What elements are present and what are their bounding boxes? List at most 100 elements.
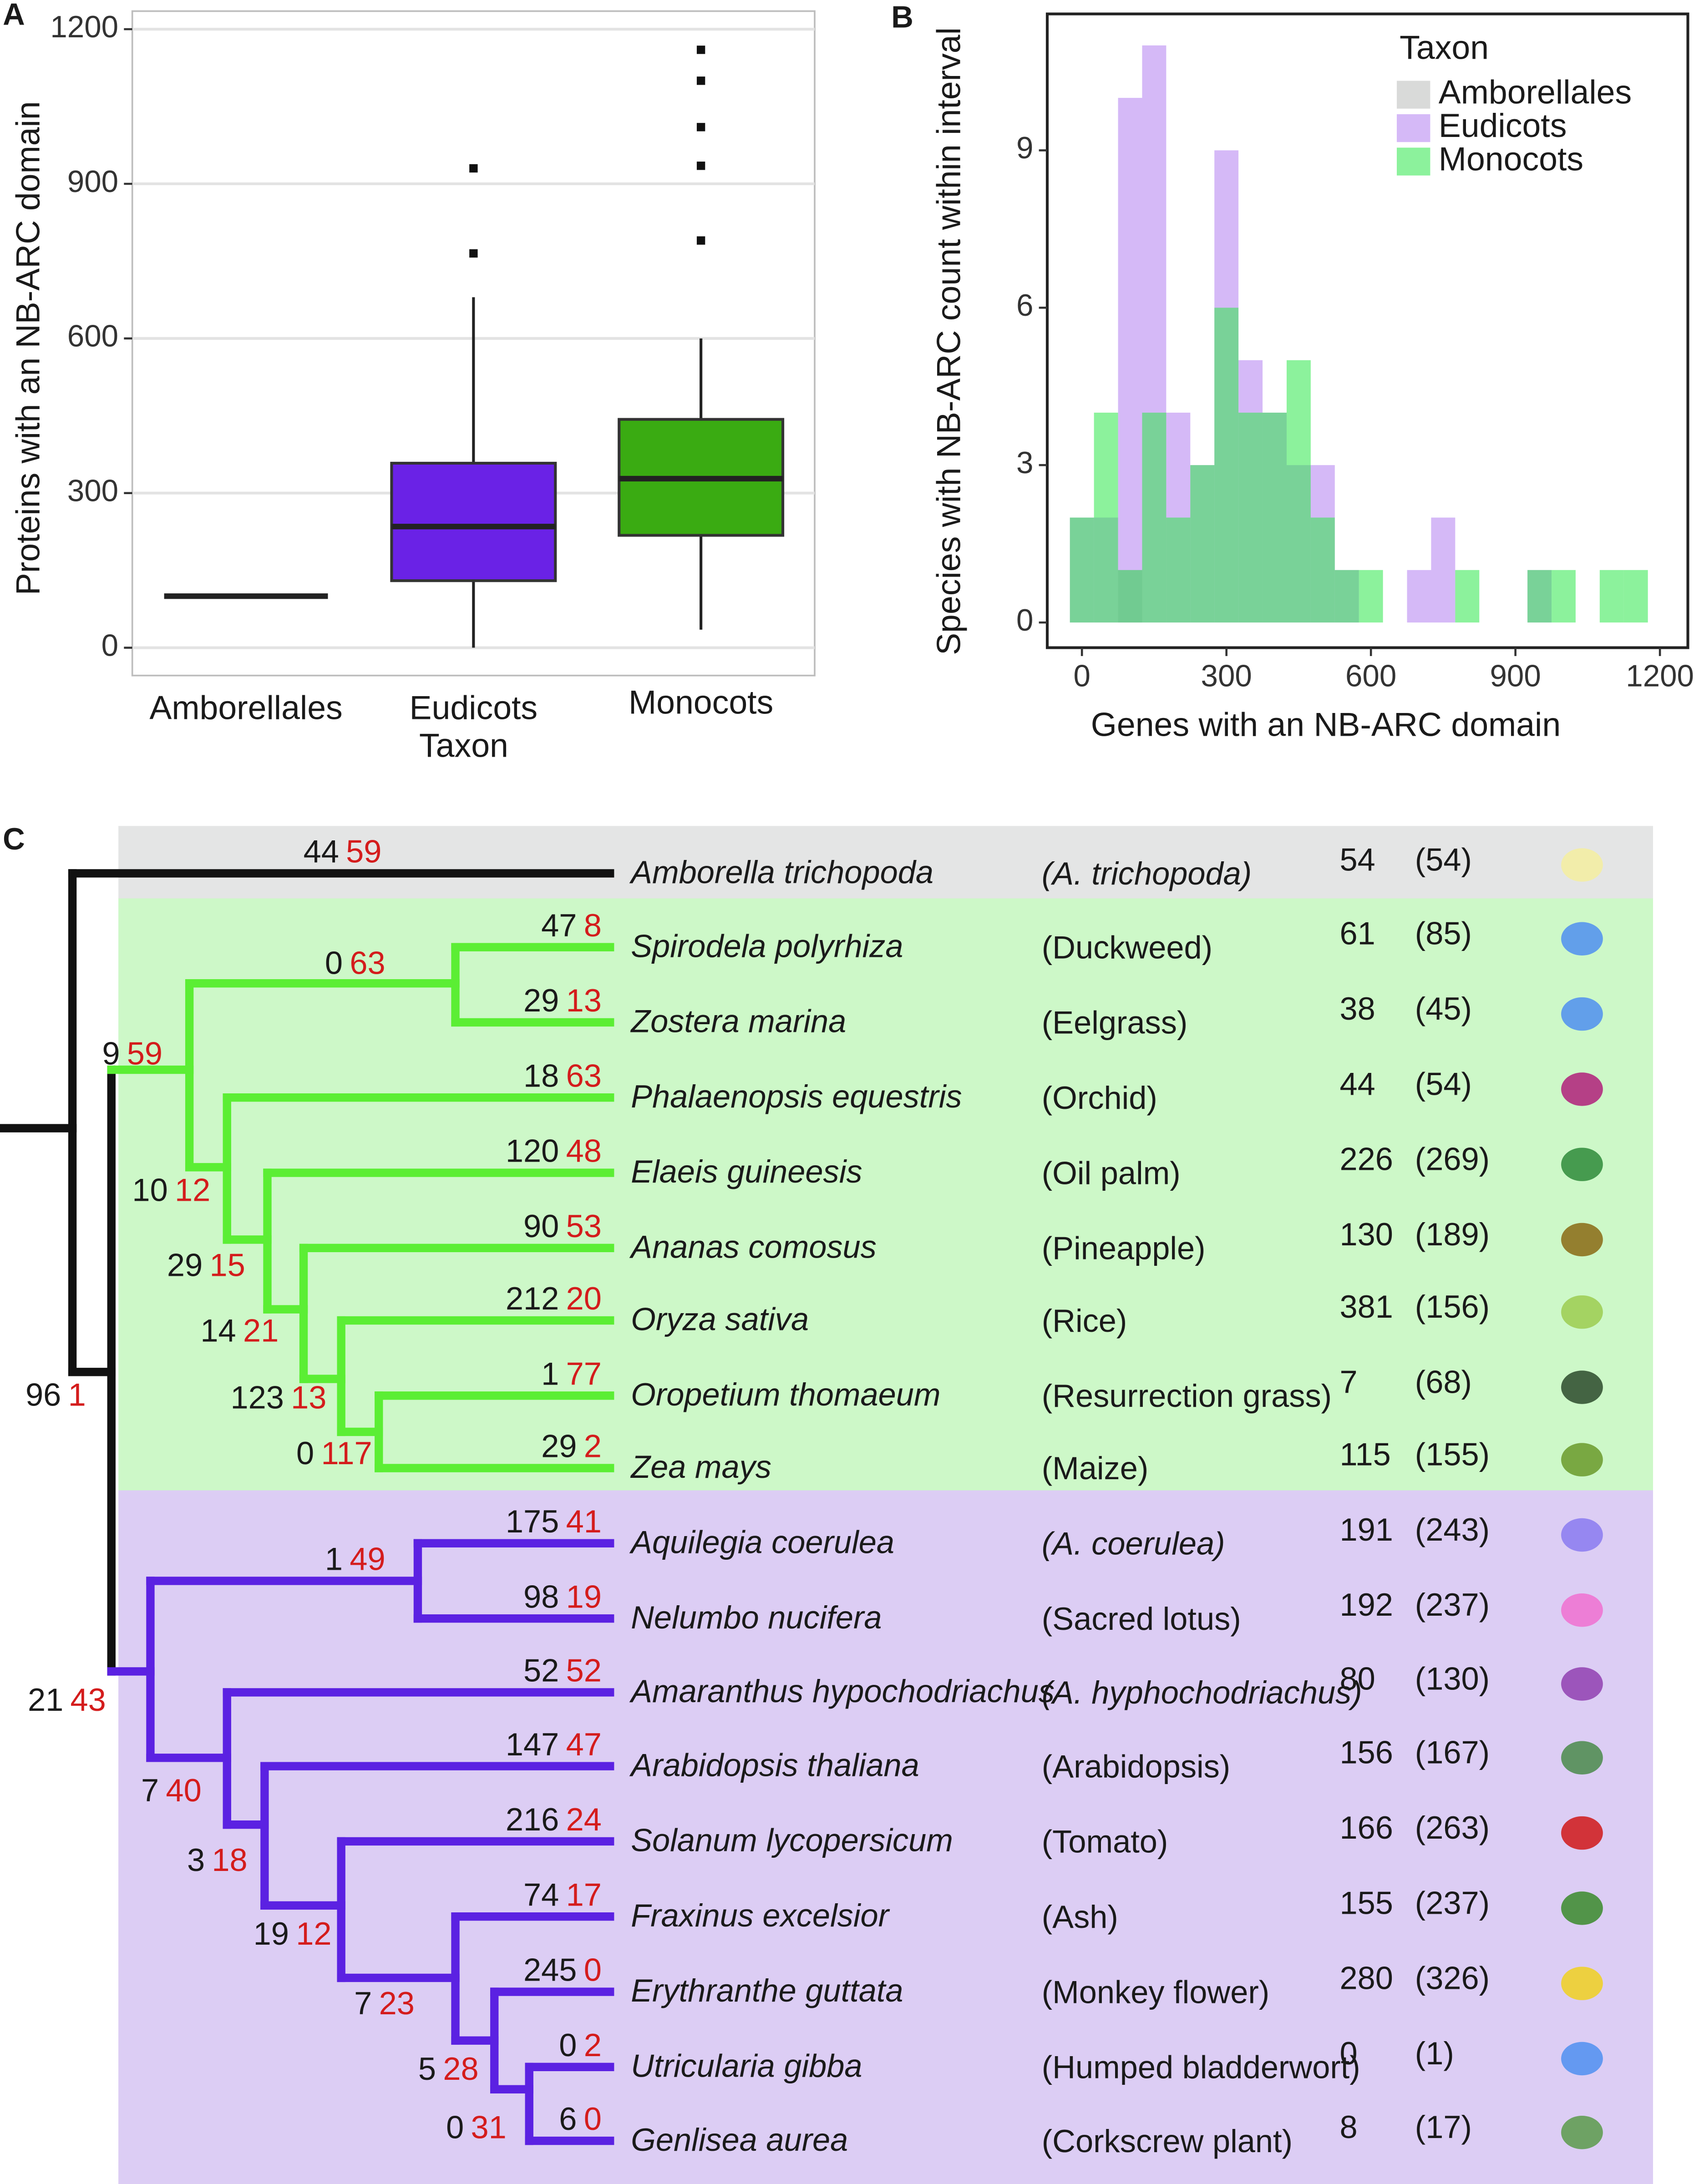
- gain-loss-label: 21 43: [28, 1681, 106, 1717]
- histogram-bar: [1310, 517, 1335, 623]
- loss: 59: [346, 833, 381, 869]
- outlier: [469, 249, 478, 258]
- panel-label: A: [3, 0, 25, 32]
- histogram-bar: [1552, 570, 1576, 623]
- y-axis-label: Proteins with an NB-ARC domain: [10, 101, 47, 595]
- gain: 29: [167, 1247, 203, 1283]
- species-icon: [1561, 2042, 1603, 2076]
- gain: 3: [187, 1841, 205, 1877]
- histogram-bar: [1286, 360, 1311, 623]
- gene-count-paren: (189): [1415, 1216, 1490, 1252]
- histogram-bar: [1070, 517, 1094, 623]
- gain-loss-label: 44 59: [304, 833, 382, 869]
- gain: 74: [523, 1876, 559, 1912]
- y-axis-label: Species with NB-ARC count within interva…: [930, 27, 967, 655]
- loss: 21: [243, 1312, 279, 1348]
- species-icon: [1561, 2116, 1603, 2149]
- loss: 0: [584, 2101, 602, 2137]
- gene-count-paren: (167): [1415, 1734, 1490, 1770]
- common-name: (A. trichopoda): [1042, 855, 1252, 891]
- common-name: (Eelgrass): [1042, 1005, 1188, 1041]
- gain-loss-label: 0 117: [296, 1435, 372, 1471]
- common-name: (Monkey flower): [1042, 1974, 1269, 2010]
- histogram-bar: [1455, 570, 1480, 623]
- x-axis-label: Taxon: [419, 727, 508, 764]
- gain-loss-label: 147 47: [506, 1726, 602, 1762]
- common-name: (Oil palm): [1042, 1155, 1181, 1191]
- histogram-bar: [1166, 517, 1191, 623]
- gain: 7: [141, 1772, 159, 1808]
- loss: 31: [471, 2109, 507, 2145]
- loss: 63: [350, 945, 385, 981]
- outlier: [696, 162, 705, 170]
- loss: 117: [321, 1435, 372, 1471]
- gain-loss-label: 14 21: [200, 1312, 279, 1348]
- species-name: Utricularia gibba: [631, 2048, 862, 2084]
- gain: 44: [304, 833, 339, 869]
- legend-swatch: [1397, 81, 1430, 109]
- loss: 53: [566, 1208, 602, 1244]
- gene-count-paren: (156): [1415, 1289, 1490, 1325]
- species-name: Spirodela polyrhiza: [631, 928, 903, 964]
- histogram-bar: [1623, 570, 1648, 623]
- legend-label: Amborellales: [1439, 74, 1632, 111]
- histogram-bar: [1599, 570, 1624, 623]
- species-icon: [1561, 997, 1603, 1031]
- gene-count-paren: (17): [1415, 2109, 1472, 2145]
- x-axis-label: Genes with an NB-ARC domain: [1091, 706, 1561, 743]
- gain: 98: [523, 1578, 559, 1614]
- gain-loss-label: 1 77: [541, 1355, 602, 1391]
- histogram-bar: [1359, 570, 1383, 623]
- plot-border: [1045, 12, 1689, 649]
- loss: 12: [175, 1172, 210, 1208]
- gain: 96: [25, 1376, 61, 1412]
- common-name: (A. coerulea): [1042, 1526, 1225, 1562]
- gain: 147: [506, 1726, 559, 1762]
- gene-count-paren: (263): [1415, 1810, 1490, 1845]
- gain: 1: [541, 1355, 559, 1391]
- gene-count: 191: [1340, 1512, 1393, 1547]
- clade-band: [118, 826, 1653, 899]
- gene-count-paren: (155): [1415, 1436, 1490, 1472]
- x-tick-label: 0: [1073, 659, 1090, 693]
- x-tick-label: Monocots: [629, 683, 773, 721]
- common-name: (Ash): [1042, 1899, 1118, 1935]
- panel-label: C: [3, 822, 25, 856]
- gene-count-paren: (45): [1415, 991, 1472, 1026]
- gene-count: 80: [1340, 1660, 1375, 1696]
- loss: 2: [584, 1428, 602, 1464]
- common-name: (Sacred lotus): [1042, 1601, 1241, 1637]
- gain: 6: [559, 2101, 577, 2137]
- histogram-bar: [1190, 465, 1215, 623]
- gain-loss-label: 47 8: [541, 907, 602, 943]
- gain-loss-label: 0 31: [446, 2109, 507, 2145]
- gain: 29: [523, 982, 559, 1018]
- gain-loss-label: 29 2: [541, 1428, 602, 1464]
- gain-loss-label: 175 41: [506, 1503, 602, 1539]
- species-icon: [1561, 1667, 1603, 1701]
- x-tick-label: 600: [1345, 659, 1396, 693]
- species-icon: [1561, 848, 1603, 882]
- species-name: Solanum lycopersicum: [631, 1822, 953, 1858]
- gene-count: 54: [1340, 841, 1375, 877]
- legend-title: Taxon: [1400, 29, 1489, 66]
- gene-count: 280: [1340, 1960, 1393, 1996]
- loss: 20: [566, 1280, 602, 1316]
- gene-count: 61: [1340, 915, 1375, 951]
- y-tick-label: 300: [67, 474, 118, 508]
- gain-loss-label: 1 49: [325, 1541, 385, 1577]
- species-icon: [1561, 1072, 1603, 1106]
- species-name: Amaranthus hypochodriachus: [629, 1673, 1055, 1709]
- loss: 1: [68, 1376, 86, 1412]
- species-icon: [1561, 1816, 1603, 1850]
- gain-loss-label: 19 12: [254, 1916, 332, 1951]
- gene-count-paren: (326): [1415, 1960, 1490, 1996]
- histogram-bar: [1118, 98, 1142, 623]
- x-tick-label: 300: [1201, 659, 1252, 693]
- species-icon: [1561, 1295, 1603, 1329]
- species-name: Zea mays: [630, 1449, 771, 1485]
- histogram-bar: [1142, 412, 1166, 623]
